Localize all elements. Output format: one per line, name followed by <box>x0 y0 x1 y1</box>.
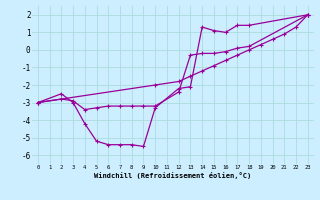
X-axis label: Windchill (Refroidissement éolien,°C): Windchill (Refroidissement éolien,°C) <box>94 172 252 179</box>
